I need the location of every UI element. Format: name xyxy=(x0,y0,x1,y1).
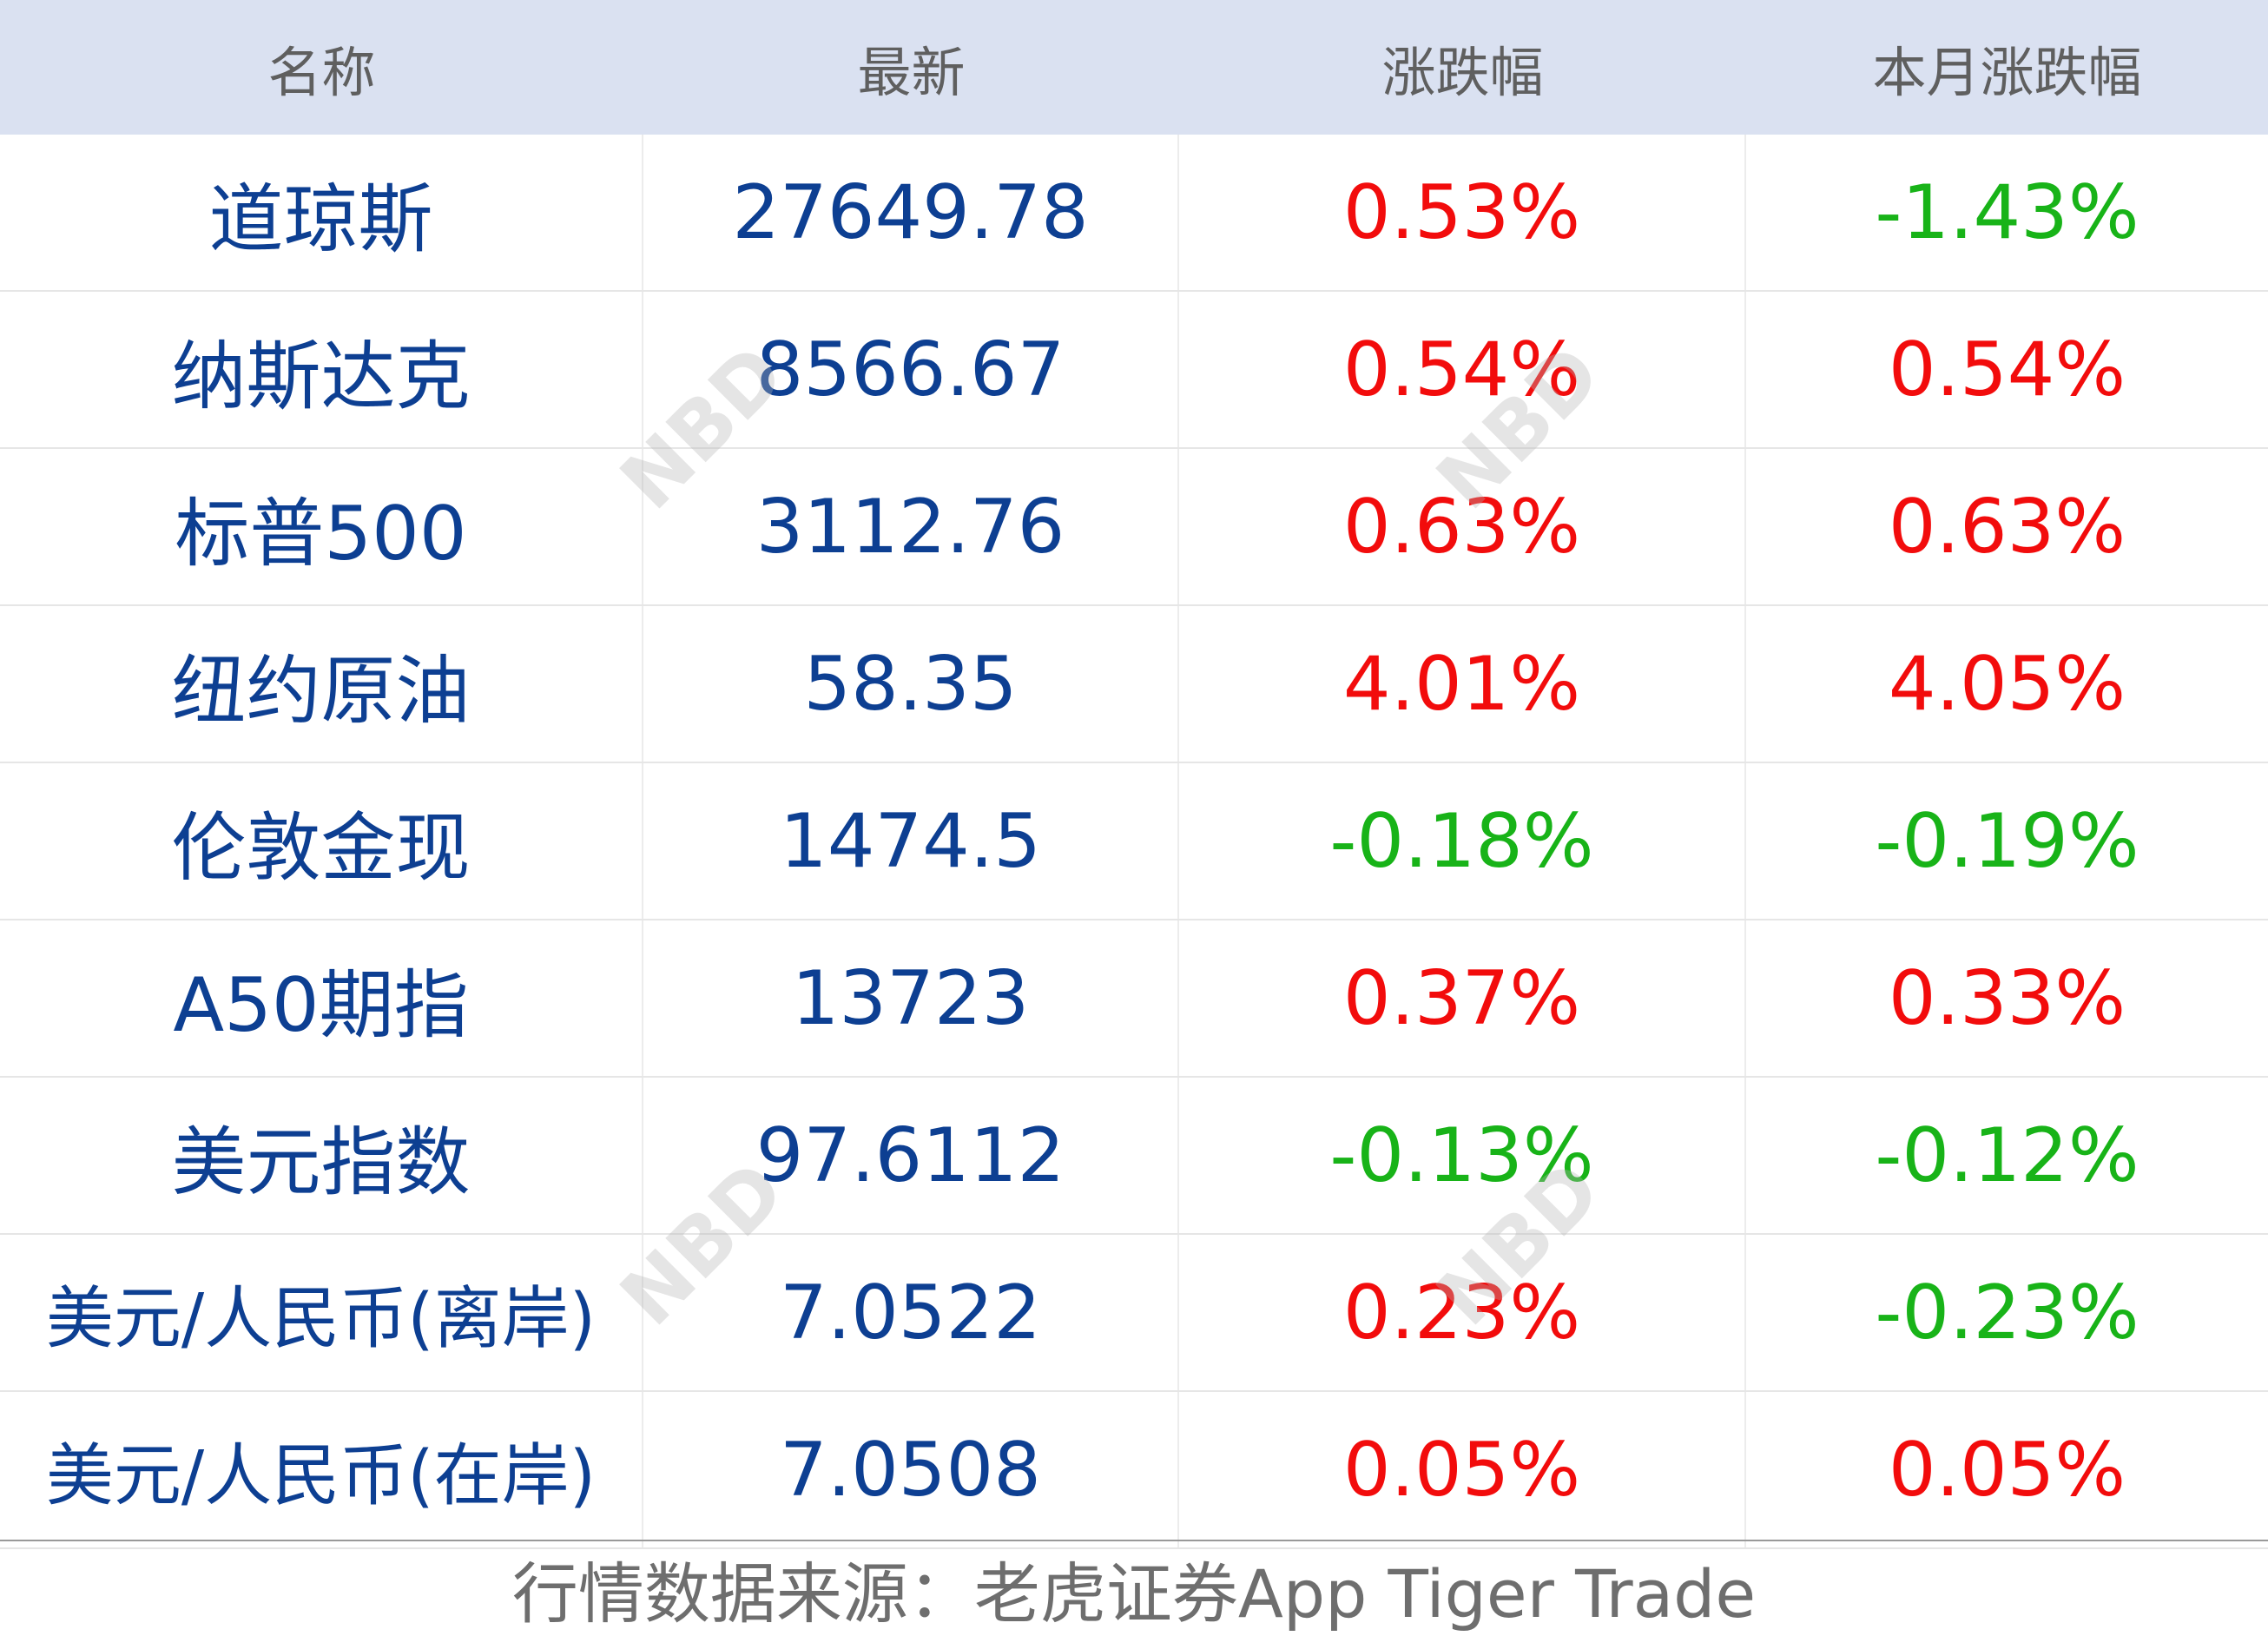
change-cell: 4.01% xyxy=(1179,606,1746,762)
header-name: 名称 xyxy=(267,40,376,104)
table-row: 美元/人民币(离岸) 7.0522 0.23% -0.23% xyxy=(0,1235,2268,1392)
name-cell: 纽约原油 xyxy=(0,606,643,762)
month-change-cell: -0.19% xyxy=(1875,797,2139,885)
header-latest: 最新 xyxy=(857,40,966,104)
latest-cell: 1474.5 xyxy=(643,763,1179,919)
table-body: 道琼斯 27649.78 0.53% -1.43% 纳斯达克 8566.67 0.54% 0.… xyxy=(0,135,2268,1549)
name-cell: 美元/人民币(离岸) xyxy=(0,1235,643,1390)
month-change-cell: -0.12% xyxy=(1875,1112,2139,1199)
change-cell: 0.63% xyxy=(1179,449,1746,604)
name-cell: 标普500 xyxy=(0,449,643,604)
table-row: 美元指数 97.6112 -0.13% -0.12% xyxy=(0,1078,2268,1235)
month-change-cell: 4.05% xyxy=(1888,640,2126,728)
data-source-note: 行情数据来源：老虎证券App Tiger Trade xyxy=(511,1555,1757,1633)
month-change-cell: 0.63% xyxy=(1888,483,2126,571)
change-cell: 0.05% xyxy=(1179,1392,1746,1547)
name-cell: 美元指数 xyxy=(0,1078,643,1233)
latest-cell: 3112.76 xyxy=(643,449,1179,604)
latest-cell: 8566.67 xyxy=(643,292,1179,447)
table-row: 道琼斯 27649.78 0.53% -1.43% xyxy=(0,135,2268,292)
month-change-cell: 0.05% xyxy=(1888,1426,2126,1514)
name-cell: 美元/人民币(在岸) xyxy=(0,1392,643,1547)
name-cell: 纳斯达克 xyxy=(0,292,643,447)
change-cell: 0.54% xyxy=(1179,292,1746,447)
name-cell: 道琼斯 xyxy=(0,135,643,290)
latest-cell: 27649.78 xyxy=(643,135,1179,290)
table-row: 伦敦金现 1474.5 -0.18% -0.19% xyxy=(0,763,2268,920)
latest-cell: 13723 xyxy=(643,920,1179,1076)
header-month-change: 本月涨跌幅 xyxy=(1872,40,2142,104)
header-change: 涨跌幅 xyxy=(1381,40,1544,104)
table-row: 纳斯达克 8566.67 0.54% 0.54% xyxy=(0,292,2268,449)
change-cell: 0.53% xyxy=(1179,135,1746,290)
change-cell: -0.18% xyxy=(1179,763,1746,919)
table-row: 纽约原油 58.35 4.01% 4.05% xyxy=(0,606,2268,763)
month-change-cell: 0.54% xyxy=(1888,326,2126,413)
month-change-cell: 0.33% xyxy=(1888,954,2126,1042)
latest-cell: 7.0508 xyxy=(643,1392,1179,1547)
table-row: A50期指 13723 0.37% 0.33% xyxy=(0,920,2268,1078)
month-change-cell: -1.43% xyxy=(1875,168,2139,256)
footer-divider xyxy=(0,1540,2268,1541)
name-cell: A50期指 xyxy=(0,920,643,1076)
latest-cell: 58.35 xyxy=(643,606,1179,762)
table-row: 美元/人民币(在岸) 7.0508 0.05% 0.05% xyxy=(0,1392,2268,1549)
latest-cell: 7.0522 xyxy=(643,1235,1179,1390)
change-cell: -0.13% xyxy=(1179,1078,1746,1233)
table-row: 标普500 3112.76 0.63% 0.63% xyxy=(0,449,2268,606)
name-cell: 伦敦金现 xyxy=(0,763,643,919)
latest-cell: 97.6112 xyxy=(643,1078,1179,1233)
month-change-cell: -0.23% xyxy=(1875,1269,2139,1356)
table-header: 名称 最新 涨跌幅 本月涨跌幅 xyxy=(0,0,2268,135)
change-cell: 0.23% xyxy=(1179,1235,1746,1390)
change-cell: 0.37% xyxy=(1179,920,1746,1076)
